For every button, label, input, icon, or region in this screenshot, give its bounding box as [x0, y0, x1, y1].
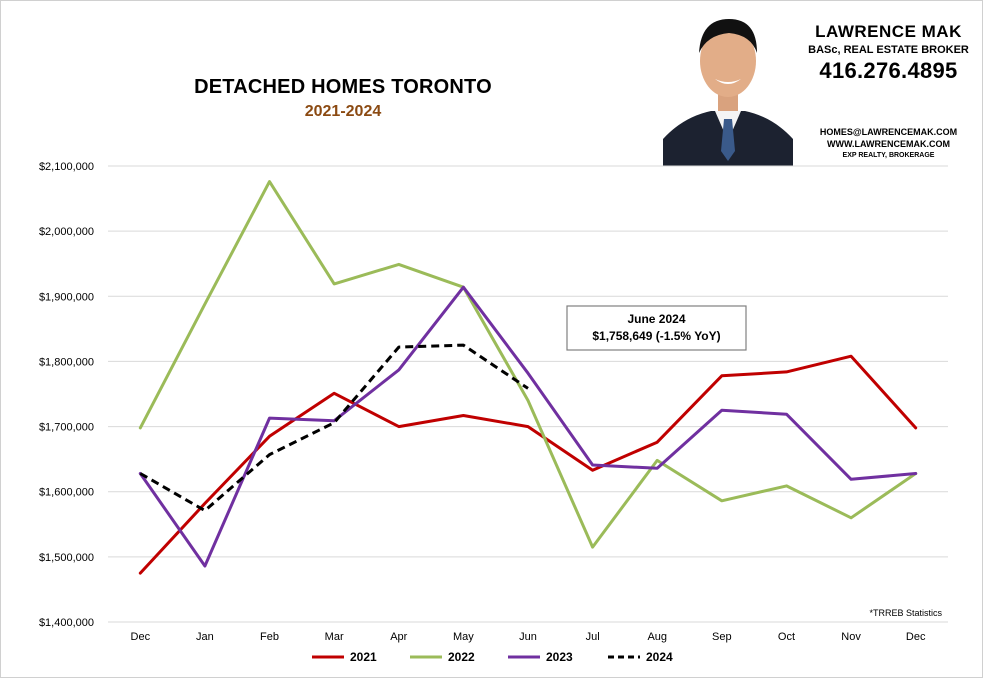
legend-label-2021: 2021	[350, 650, 377, 664]
y-tick-label: $1,400,000	[39, 617, 94, 629]
agent-photo	[663, 1, 793, 166]
callout-box	[566, 305, 747, 351]
callout-line2: $1,758,649 (-1.5% YoY)	[592, 329, 720, 343]
agent-contact: HOMES@LAWRENCEMAK.COM WWW.LAWRENCEMAK.CO…	[796, 126, 981, 150]
x-tick-label: Dec	[131, 631, 151, 643]
agent-website-link[interactable]: WWW.LAWRENCEMAK.COM	[827, 139, 950, 149]
y-tick-label: $1,500,000	[39, 552, 94, 564]
grid-lines	[108, 165, 948, 623]
series-lines	[138, 180, 918, 575]
series-line-2023	[138, 285, 918, 568]
legend-label-2024: 2024	[646, 650, 673, 664]
annotation-callout: June 2024 $1,758,649 (-1.5% YoY)	[566, 305, 747, 351]
x-tick-label: Oct	[778, 631, 795, 643]
agent-portrait-image	[663, 1, 793, 166]
x-tick-label: Jan	[196, 631, 214, 643]
y-tick-label: $1,800,000	[39, 356, 94, 368]
legend-label-2022: 2022	[448, 650, 475, 664]
agent-name: LAWRENCE MAK	[815, 22, 962, 41]
x-tick-label: Aug	[647, 631, 667, 643]
x-tick-label: Jun	[519, 631, 537, 643]
legend: 2021 2022 2023 2024	[312, 650, 673, 664]
series-line-2022	[138, 180, 918, 549]
y-axis-ticks: $1,400,000 $1,500,000 $1,600,000 $1,700,000…	[39, 161, 94, 629]
chart-title: DETACHED HOMES TORONTO	[194, 76, 492, 98]
y-tick-label: $2,100,000	[39, 161, 94, 173]
series-line-2024	[139, 343, 529, 513]
x-tick-label: Feb	[260, 631, 279, 643]
chart-subtitle: 2021-2024	[304, 103, 382, 120]
y-tick-label: $1,900,000	[39, 291, 94, 303]
agent-brokerage: EXP REALTY, BROKERAGE	[842, 152, 935, 159]
agent-email-link[interactable]: HOMES@LAWRENCEMAK.COM	[819, 127, 958, 137]
y-tick-label: $1,600,000	[39, 487, 94, 499]
legend-label-2023: 2023	[546, 650, 573, 664]
x-tick-label: Dec	[906, 631, 926, 643]
x-tick-label: Sep	[712, 631, 732, 643]
callout-line1: June 2024	[627, 312, 685, 326]
agent-block: LAWRENCE MAK BASc, REAL ESTATE BROKER 41…	[796, 22, 981, 84]
y-tick-label: $2,000,000	[39, 226, 94, 238]
y-tick-label: $1,700,000	[39, 422, 94, 434]
x-tick-label: Apr	[390, 631, 407, 643]
agent-phone[interactable]: 416.276.4895	[819, 58, 958, 83]
x-tick-label: Nov	[841, 631, 861, 643]
agent-title: BASc, REAL ESTATE BROKER	[808, 44, 969, 56]
x-tick-label: Jul	[586, 631, 600, 643]
x-tick-label: May	[453, 631, 474, 643]
series-line-2021	[138, 354, 918, 575]
x-axis-ticks: Dec Jan Feb Mar Apr May Jun Jul Aug Sep Oct Nov Dec	[131, 631, 926, 643]
x-tick-label: Mar	[325, 631, 344, 643]
source-note: *TRREB Statistics	[869, 608, 942, 618]
